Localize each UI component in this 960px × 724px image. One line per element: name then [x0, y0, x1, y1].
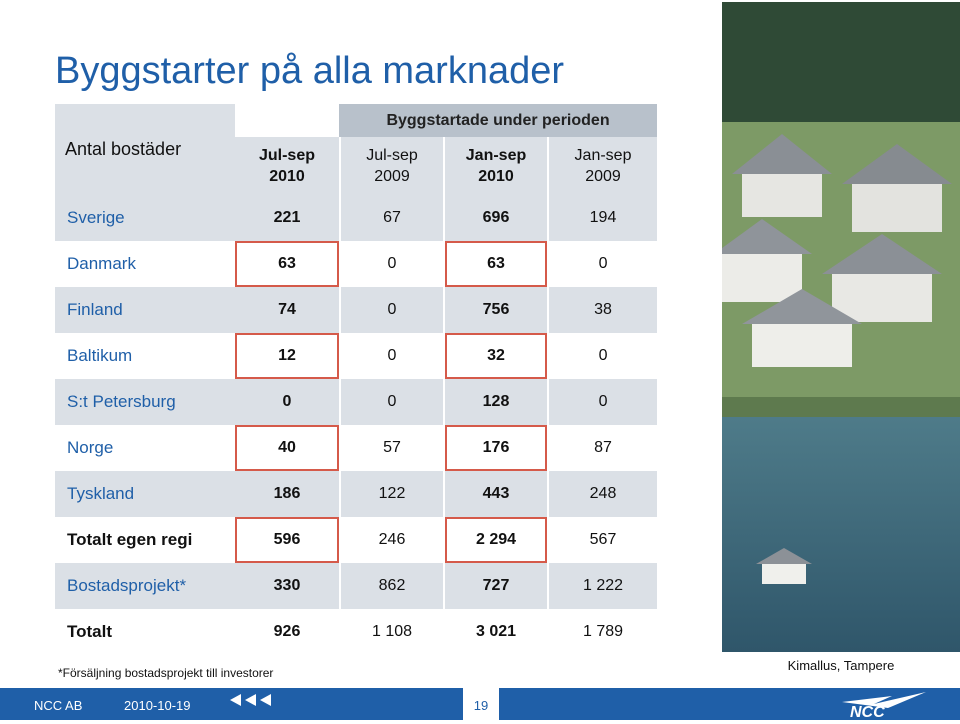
- previous-slide-icon[interactable]: [230, 694, 241, 706]
- ncc-logo-text: NCC: [850, 704, 885, 720]
- table-cell: 443: [443, 471, 547, 517]
- slide-nav: [230, 694, 271, 706]
- housing-photo: [722, 2, 960, 652]
- table-cell: 87: [547, 425, 658, 471]
- page-number: 19: [463, 688, 499, 720]
- housing-starts-table: Antal bostäder Byggstartade under period…: [55, 104, 658, 655]
- row-label: Danmark: [55, 241, 235, 287]
- table-cell: 727: [443, 563, 547, 609]
- table-cell: 330: [235, 563, 339, 609]
- row-label: Norge: [55, 425, 235, 471]
- row-label: Tyskland: [55, 471, 235, 517]
- table-cell: 176: [443, 425, 547, 471]
- table-cell: 1 222: [547, 563, 658, 609]
- row-label: Totalt: [55, 609, 235, 655]
- table-cell: 194: [547, 195, 658, 241]
- row-label: Bostadsprojekt*: [55, 563, 235, 609]
- row-label: Sverige: [55, 195, 235, 241]
- table-cell: 67: [339, 195, 443, 241]
- footnote: *Försäljning bostadsprojekt till investo…: [58, 666, 274, 680]
- column-header-line1: Jul-sep: [258, 147, 315, 164]
- table-cell: 57: [339, 425, 443, 471]
- table-cell: 186: [235, 471, 339, 517]
- footer-company: NCC AB: [34, 698, 83, 713]
- column-header-line1: Jul-sep: [366, 147, 418, 164]
- table-cell: 32: [443, 333, 547, 379]
- table-cell: 0: [339, 333, 443, 379]
- table-row: Tyskland 186 122 443 248: [55, 471, 658, 517]
- column-header: Jan-sep 2010: [443, 137, 547, 195]
- table-cell: 63: [235, 241, 339, 287]
- table-row: Sverige 221 67 696 194: [55, 195, 658, 241]
- table-cell: 128: [443, 379, 547, 425]
- table-cell: 0: [547, 241, 658, 287]
- table-cell: 122: [339, 471, 443, 517]
- row-label: S:t Petersburg: [55, 379, 235, 425]
- table-cell: 2 294: [443, 517, 547, 563]
- row-label: Finland: [55, 287, 235, 333]
- column-header-line1: Jan-sep: [465, 147, 527, 164]
- previous-slide-icon-3[interactable]: [260, 694, 271, 706]
- table-cell: 74: [235, 287, 339, 333]
- photo-caption: Kimallus, Tampere: [787, 658, 895, 673]
- table-row: S:t Petersburg 0 0 128 0: [55, 379, 658, 425]
- footer-bar: NCC AB 2010-10-19 19 NCC: [0, 688, 960, 723]
- column-header-line2: 2010: [269, 168, 305, 185]
- table-cell: 221: [235, 195, 339, 241]
- column-header: Jul-sep 2009: [339, 137, 443, 195]
- table-row: Danmark 63 0 63 0: [55, 241, 658, 287]
- previous-slide-icon-2[interactable]: [245, 694, 256, 706]
- table-cell: 0: [339, 379, 443, 425]
- table-cell: 756: [443, 287, 547, 333]
- table-row: Baltikum 12 0 32 0: [55, 333, 658, 379]
- table-cell: 0: [547, 379, 658, 425]
- footer-date: 2010-10-19: [124, 698, 191, 713]
- group-header: Byggstartade under perioden: [339, 104, 658, 137]
- table-cell: 0: [235, 379, 339, 425]
- table-cell: 0: [547, 333, 658, 379]
- table-row: Bostadsprojekt* 330 862 727 1 222: [55, 563, 658, 609]
- table-cell: 567: [547, 517, 658, 563]
- column-header: Jan-sep 2009: [547, 137, 658, 195]
- row-label: Totalt egen regi: [55, 517, 235, 563]
- table-row: Finland 74 0 756 38: [55, 287, 658, 333]
- table-cell: 12: [235, 333, 339, 379]
- table-cell: 596: [235, 517, 339, 563]
- table-cell: 38: [547, 287, 658, 333]
- ncc-logo: NCC: [836, 690, 946, 723]
- table-cell: 926: [235, 609, 339, 655]
- slide-title: Byggstarter på alla marknader: [55, 50, 565, 92]
- table-corner-label: Antal bostäder: [55, 104, 235, 195]
- table-cell: 862: [339, 563, 443, 609]
- column-header-line2: 2009: [374, 168, 410, 185]
- column-header-line1: Jan-sep: [574, 147, 632, 164]
- row-label: Baltikum: [55, 333, 235, 379]
- table-row: Totalt egen regi 596 246 2 294 567: [55, 517, 658, 563]
- table-cell: 246: [339, 517, 443, 563]
- table-cell: 3 021: [443, 609, 547, 655]
- table-cell: 1 108: [339, 609, 443, 655]
- table-cell: 696: [443, 195, 547, 241]
- table-row: Totalt 926 1 108 3 021 1 789: [55, 609, 658, 655]
- table-row: Norge 40 57 176 87: [55, 425, 658, 471]
- column-header: Jul-sep 2010: [235, 137, 339, 195]
- table-cell: 0: [339, 287, 443, 333]
- column-header-line2: 2009: [585, 168, 621, 185]
- table-cell: 63: [443, 241, 547, 287]
- table-cell: 0: [339, 241, 443, 287]
- table-cell: 248: [547, 471, 658, 517]
- column-header-line2: 2010: [478, 168, 514, 185]
- table-cell: 40: [235, 425, 339, 471]
- table-cell: 1 789: [547, 609, 658, 655]
